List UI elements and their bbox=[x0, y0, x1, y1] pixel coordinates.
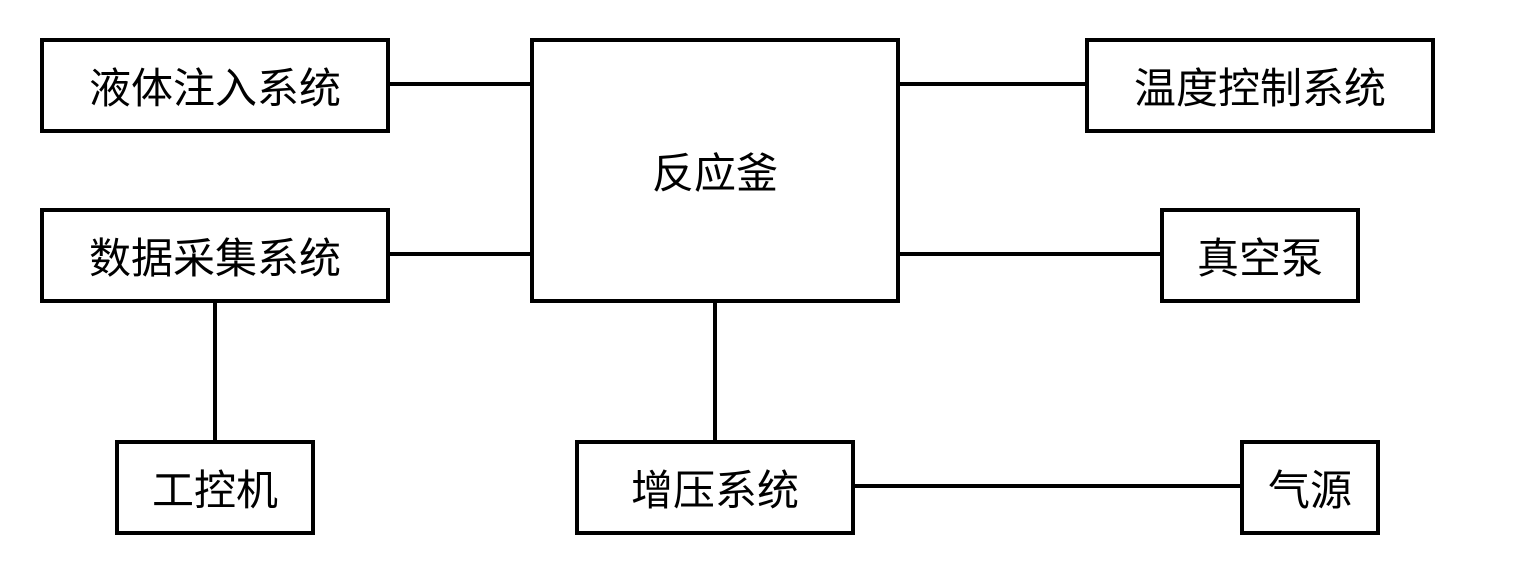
node-label: 数据采集系统 bbox=[89, 225, 341, 286]
edge-reactor-to-booster bbox=[713, 303, 717, 440]
edge-reactor-to-temp bbox=[900, 82, 1085, 86]
edge-data-to-ipc bbox=[213, 303, 217, 440]
node-label: 气源 bbox=[1268, 457, 1352, 518]
node-label: 液体注入系统 bbox=[89, 55, 341, 116]
node-gas-source: 气源 bbox=[1240, 440, 1380, 535]
node-reactor: 反应釜 bbox=[530, 38, 900, 303]
node-label: 增压系统 bbox=[631, 457, 799, 518]
node-vacuum-pump: 真空泵 bbox=[1160, 208, 1360, 303]
node-liquid-injection: 液体注入系统 bbox=[40, 38, 390, 133]
edge-booster-to-gas bbox=[855, 484, 1240, 488]
edge-data-to-reactor bbox=[390, 252, 530, 256]
node-ipc: 工控机 bbox=[115, 440, 315, 535]
node-label: 反应釜 bbox=[652, 140, 778, 201]
node-label: 真空泵 bbox=[1197, 225, 1323, 286]
node-booster: 增压系统 bbox=[575, 440, 855, 535]
node-temp-control: 温度控制系统 bbox=[1085, 38, 1435, 133]
edge-liquid-to-reactor bbox=[390, 82, 530, 86]
node-label: 温度控制系统 bbox=[1134, 55, 1386, 116]
node-label: 工控机 bbox=[152, 457, 278, 518]
edge-reactor-to-vacuum bbox=[900, 252, 1160, 256]
node-data-acquisition: 数据采集系统 bbox=[40, 208, 390, 303]
